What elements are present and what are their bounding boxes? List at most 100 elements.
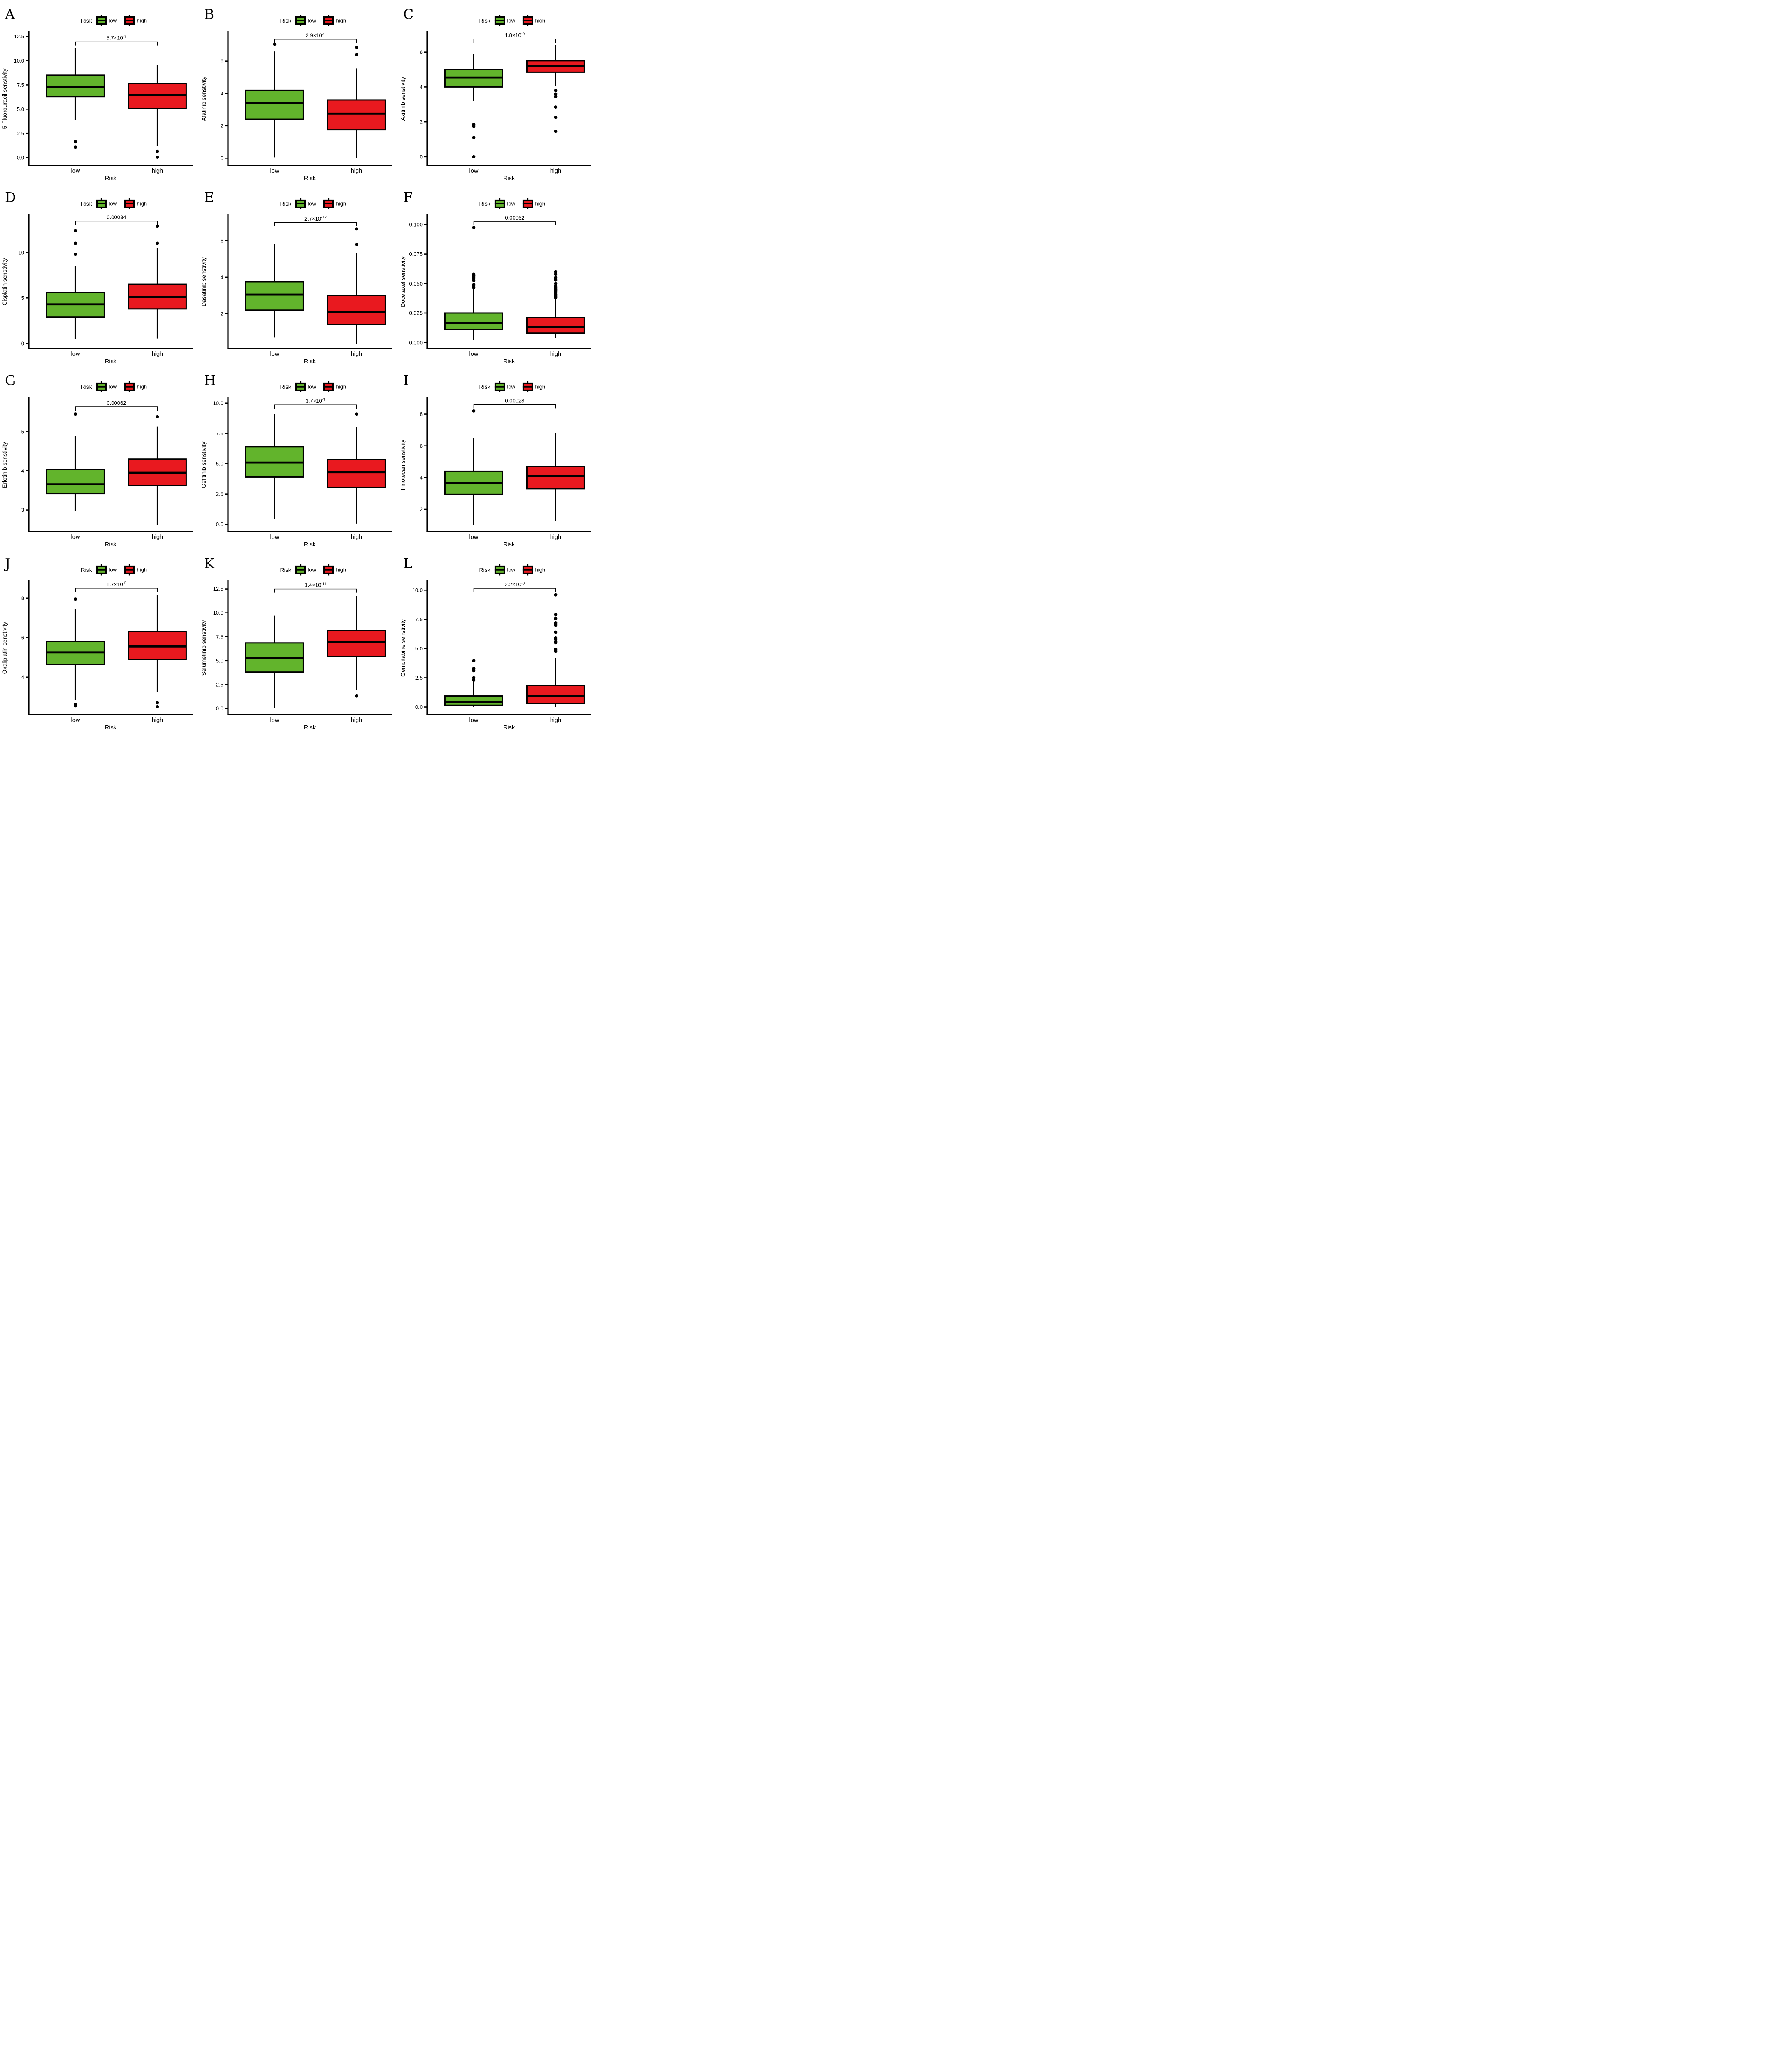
legend-label-high: high bbox=[535, 201, 546, 207]
x-axis-title: Risk bbox=[304, 724, 316, 731]
y-tick-label: 4 bbox=[221, 274, 223, 281]
panel-C-chart: C Risk low high 0 2 4 6 Axitinib senstivity low hi… bbox=[400, 6, 591, 182]
outlier-dot bbox=[554, 636, 558, 640]
y-tick-label: 7.5 bbox=[415, 616, 423, 622]
legend-title: Risk bbox=[280, 383, 292, 390]
y-axis-title: Gefitinib senstivity bbox=[200, 442, 207, 488]
panel-H-chart: H Risk low high 0.0 2.5 5.0 7.5 10.0 Gefitinib se… bbox=[200, 372, 392, 548]
y-tick-label: 6 bbox=[420, 49, 423, 55]
y-tick-label: 5.0 bbox=[216, 657, 223, 664]
panel-J: J Risk low high 4 6 8 Oxaliplatin senstivity low… bbox=[0, 549, 199, 732]
outlier-dot bbox=[554, 130, 558, 133]
x-axis-title: Risk bbox=[503, 541, 515, 548]
box-low bbox=[245, 281, 304, 311]
legend-label-high: high bbox=[535, 18, 546, 24]
outlier-dot bbox=[554, 95, 558, 98]
panel-B-chart: B Risk low high 0 2 4 6 Afatinib senstivity low hi… bbox=[200, 6, 392, 182]
y-tick-label: 7.5 bbox=[216, 430, 223, 436]
x-axis-title: Risk bbox=[304, 358, 316, 365]
p-value-label: 2.7×10-12 bbox=[304, 215, 327, 222]
x-tick-label-high: high bbox=[550, 351, 561, 358]
outlier-dot bbox=[472, 283, 476, 287]
panel-A: A Risk low high 0.0 2.5 5.0 7.5 10.0 12.5 5-Fluoro… bbox=[0, 0, 199, 183]
outlier-dot bbox=[554, 88, 558, 92]
outlier-dot bbox=[554, 616, 558, 620]
legend-key-low bbox=[295, 198, 306, 209]
y-tick-label: 3 bbox=[21, 507, 24, 513]
x-tick-label-high: high bbox=[550, 717, 561, 724]
y-axis-title: 5-Fluorouracil senstivity bbox=[1, 68, 8, 129]
boxplot-high bbox=[526, 433, 585, 521]
y-tick-label: 5 bbox=[21, 295, 24, 301]
outlier-dot bbox=[554, 630, 558, 634]
boxplot-low bbox=[245, 244, 304, 338]
panel-letter: L bbox=[403, 555, 412, 571]
box-high bbox=[526, 466, 585, 490]
x-axis-title: Risk bbox=[304, 541, 316, 548]
p-value-label: 0.00034 bbox=[107, 214, 126, 220]
significance-bracket bbox=[473, 221, 556, 225]
x-tick-label-low: low bbox=[270, 168, 279, 174]
panel-G-chart: G Risk low high 3 4 5 Erlotinib senstivity low hi… bbox=[1, 372, 193, 548]
boxplot-high bbox=[327, 412, 386, 524]
p-value-label: 0.00062 bbox=[107, 400, 126, 406]
y-tick-label: 0 bbox=[420, 153, 423, 160]
y-tick-label: 2.5 bbox=[216, 491, 223, 497]
panel-L: L Risk low high 0.0 2.5 5.0 7.5 10.0 Gemcitabine … bbox=[398, 549, 597, 732]
panel-letter: A bbox=[5, 6, 15, 22]
p-value-label: 2.2×10-8 bbox=[505, 581, 525, 587]
y-tick-label: 10.0 bbox=[14, 58, 24, 64]
legend-title: Risk bbox=[479, 383, 491, 390]
x-tick-label-high: high bbox=[152, 351, 163, 358]
x-tick-label-high: high bbox=[152, 534, 163, 541]
x-axis-title: Risk bbox=[503, 175, 515, 182]
significance-bracket bbox=[274, 39, 357, 43]
boxplot-high bbox=[128, 224, 187, 339]
outlier-dot bbox=[554, 92, 558, 96]
legend-label-low: low bbox=[507, 567, 516, 573]
legend-label-low: low bbox=[109, 18, 117, 24]
panel-D-chart: D Risk low high 0 5 10 Cisplatin senstivity low h… bbox=[1, 189, 193, 365]
outlier-dot bbox=[273, 42, 277, 46]
y-tick-label: 4 bbox=[21, 674, 24, 680]
outlier-dot bbox=[355, 46, 358, 49]
p-value-label: 1.8×10-9 bbox=[505, 32, 525, 38]
outlier-dot bbox=[554, 647, 558, 651]
p-value-label: 0.00028 bbox=[505, 397, 524, 404]
x-tick-label-low: low bbox=[71, 717, 80, 724]
panel-letter: I bbox=[403, 372, 409, 388]
legend-label-low: low bbox=[109, 201, 117, 207]
x-axis-title: Risk bbox=[105, 724, 117, 731]
outlier-dot bbox=[74, 597, 77, 601]
box-low bbox=[46, 469, 105, 495]
panel-J-chart: J Risk low high 4 6 8 Oxaliplatin senstivity low… bbox=[1, 555, 193, 731]
panel-letter: E bbox=[204, 189, 214, 205]
p-value-label: 2.9×10-5 bbox=[306, 32, 326, 39]
outlier-dot bbox=[156, 415, 159, 418]
y-tick-label: 7.5 bbox=[216, 634, 223, 640]
panel-D: D Risk low high 0 5 10 Cisplatin senstivity low h… bbox=[0, 183, 199, 366]
x-tick-label-high: high bbox=[152, 717, 163, 724]
boxplot-low bbox=[46, 229, 105, 339]
legend-title: Risk bbox=[280, 17, 292, 24]
legend-key-high bbox=[522, 198, 533, 209]
box-low bbox=[444, 312, 503, 330]
y-tick-label: 6 bbox=[420, 443, 423, 449]
outlier-dot bbox=[74, 140, 77, 144]
box-high bbox=[526, 317, 585, 334]
outlier-dot bbox=[472, 155, 476, 158]
x-tick-label-low: low bbox=[469, 717, 479, 724]
outlier-dot bbox=[74, 253, 77, 256]
y-tick-label: 0.100 bbox=[409, 222, 423, 228]
legend-key-low bbox=[96, 381, 107, 392]
box-high bbox=[327, 99, 386, 131]
y-tick-label: 0 bbox=[21, 340, 24, 346]
outlier-dot bbox=[554, 105, 558, 109]
legend-key-low bbox=[295, 381, 306, 392]
outlier-dot bbox=[472, 409, 476, 413]
significance-bracket bbox=[274, 222, 357, 226]
p-value-label: 1.4×10-11 bbox=[304, 582, 326, 588]
x-tick-label-low: low bbox=[270, 717, 279, 724]
x-tick-label-low: low bbox=[270, 351, 279, 358]
legend-key-high bbox=[522, 564, 533, 576]
